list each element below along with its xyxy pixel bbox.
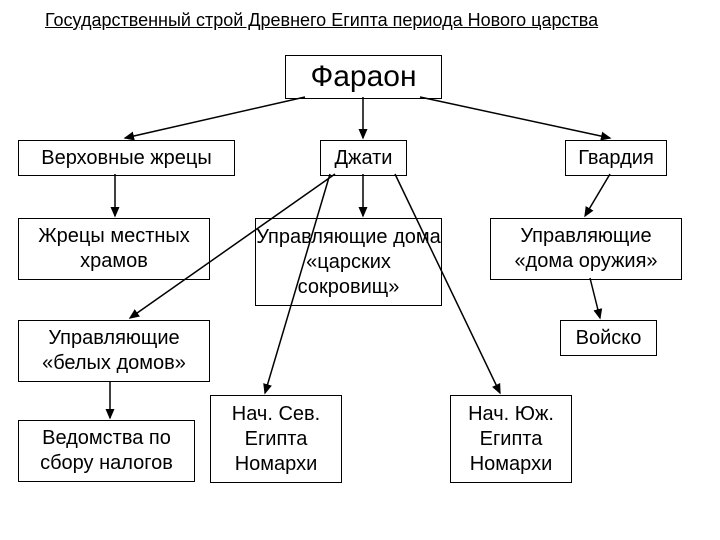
node-arms: Управляющие «дома оружия» [490,218,682,280]
label: Верховные жрецы [41,146,211,171]
label: Фараон [310,58,416,96]
node-guard: Гвардия [565,140,667,176]
diagram-title: Государственный строй Древнего Египта пе… [45,10,598,31]
node-pharaoh: Фараон [285,55,442,99]
node-treasury: Управляющие дома «царских сокровищ» [255,218,442,306]
node-north-egypt: Нач. Сев. Египта Номархи [210,395,342,483]
label: Управляющие «дома оружия» [491,224,681,274]
label: Жрецы местных храмов [19,224,209,274]
label: Управляющие «белых домов» [19,326,209,376]
node-white-houses: Управляющие «белых домов» [18,320,210,382]
label: Управляющие дома «царских сокровищ» [256,225,441,300]
label: Войско [576,326,642,351]
label: Гвардия [578,146,654,171]
label: Нач. Сев. Египта Номархи [211,402,341,477]
label: Джати [335,146,393,171]
node-local-priests: Жрецы местных храмов [18,218,210,280]
label: Нач. Юж. Египта Номархи [451,402,571,477]
node-south-egypt: Нач. Юж. Египта Номархи [450,395,572,483]
label: Ведомства по сбору налогов [19,426,194,476]
node-djati: Джати [320,140,407,176]
node-tax: Ведомства по сбору налогов [18,420,195,482]
node-army: Войско [560,320,657,356]
node-high-priests: Верховные жрецы [18,140,235,176]
